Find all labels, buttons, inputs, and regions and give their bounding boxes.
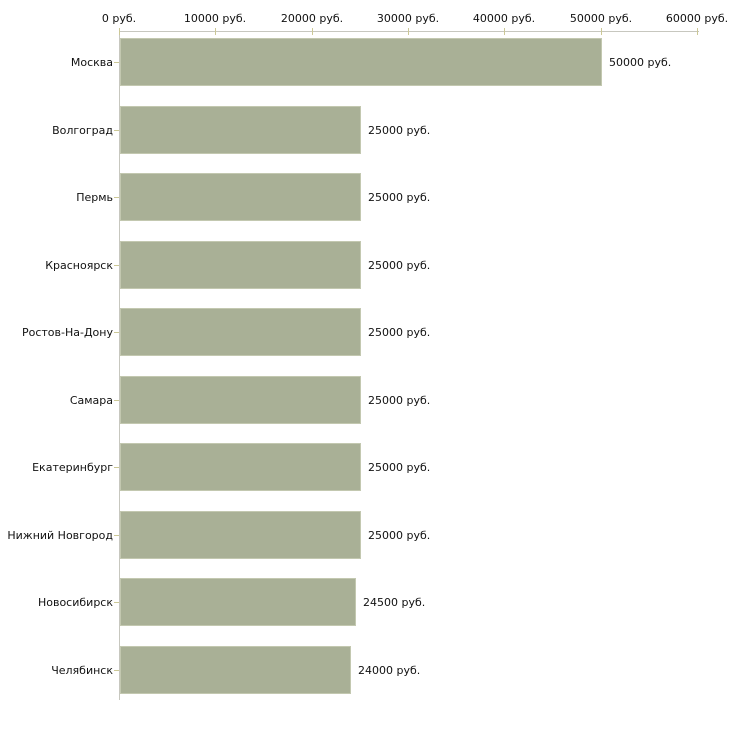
category-tick-mark [114,130,119,131]
bar [120,443,361,491]
category-label: Екатеринбург [32,460,113,474]
category-tick-mark [114,62,119,63]
category-label: Челябинск [51,663,113,677]
value-label: 25000 руб. [368,393,431,407]
x-tick-mark [215,28,216,35]
x-tick-label: 30000 руб. [376,12,440,25]
category-label: Нижний Новгород [7,528,113,542]
x-tick-label: 60000 руб. [665,12,729,25]
category-label: Москва [70,55,113,69]
x-tick-mark [408,28,409,35]
bar [120,173,361,221]
bar [120,38,602,86]
value-label: 25000 руб. [368,325,431,339]
x-tick-label: 40000 руб. [472,12,536,25]
category-label: Самара [69,393,113,407]
y-axis-line [119,31,120,700]
category-tick-mark [114,265,119,266]
value-label: 24000 руб. [358,663,421,677]
bar [120,241,361,289]
x-axis-line [119,31,699,32]
x-tick-mark [601,28,602,35]
category-label: Пермь [76,190,113,204]
x-tick-mark [697,28,698,35]
category-tick-mark [114,197,119,198]
x-tick-label: 0 руб. [101,12,137,25]
value-label: 24500 руб. [363,595,426,609]
category-tick-mark [114,467,119,468]
bar [120,308,361,356]
value-label: 50000 руб. [609,55,672,69]
category-label: Новосибирск [37,595,113,609]
value-label: 25000 руб. [368,258,431,272]
x-tick-label: 10000 руб. [183,12,247,25]
category-tick-mark [114,602,119,603]
value-label: 25000 руб. [368,123,431,137]
x-tick-label: 50000 руб. [569,12,633,25]
category-label: Ростов-На-Дону [21,325,113,339]
bar [120,376,361,424]
bar [120,511,361,559]
value-label: 25000 руб. [368,190,431,204]
category-label: Красноярск [45,258,113,272]
x-tick-label: 20000 руб. [280,12,344,25]
bar [120,106,361,154]
category-label: Волгоград [52,123,113,137]
value-label: 25000 руб. [368,528,431,542]
x-tick-mark [119,28,120,35]
category-tick-mark [114,535,119,536]
x-tick-mark [312,28,313,35]
bar [120,578,356,626]
x-tick-mark [504,28,505,35]
bar [120,646,351,694]
category-tick-mark [114,332,119,333]
category-tick-mark [114,670,119,671]
value-label: 25000 руб. [368,460,431,474]
category-tick-mark [114,400,119,401]
